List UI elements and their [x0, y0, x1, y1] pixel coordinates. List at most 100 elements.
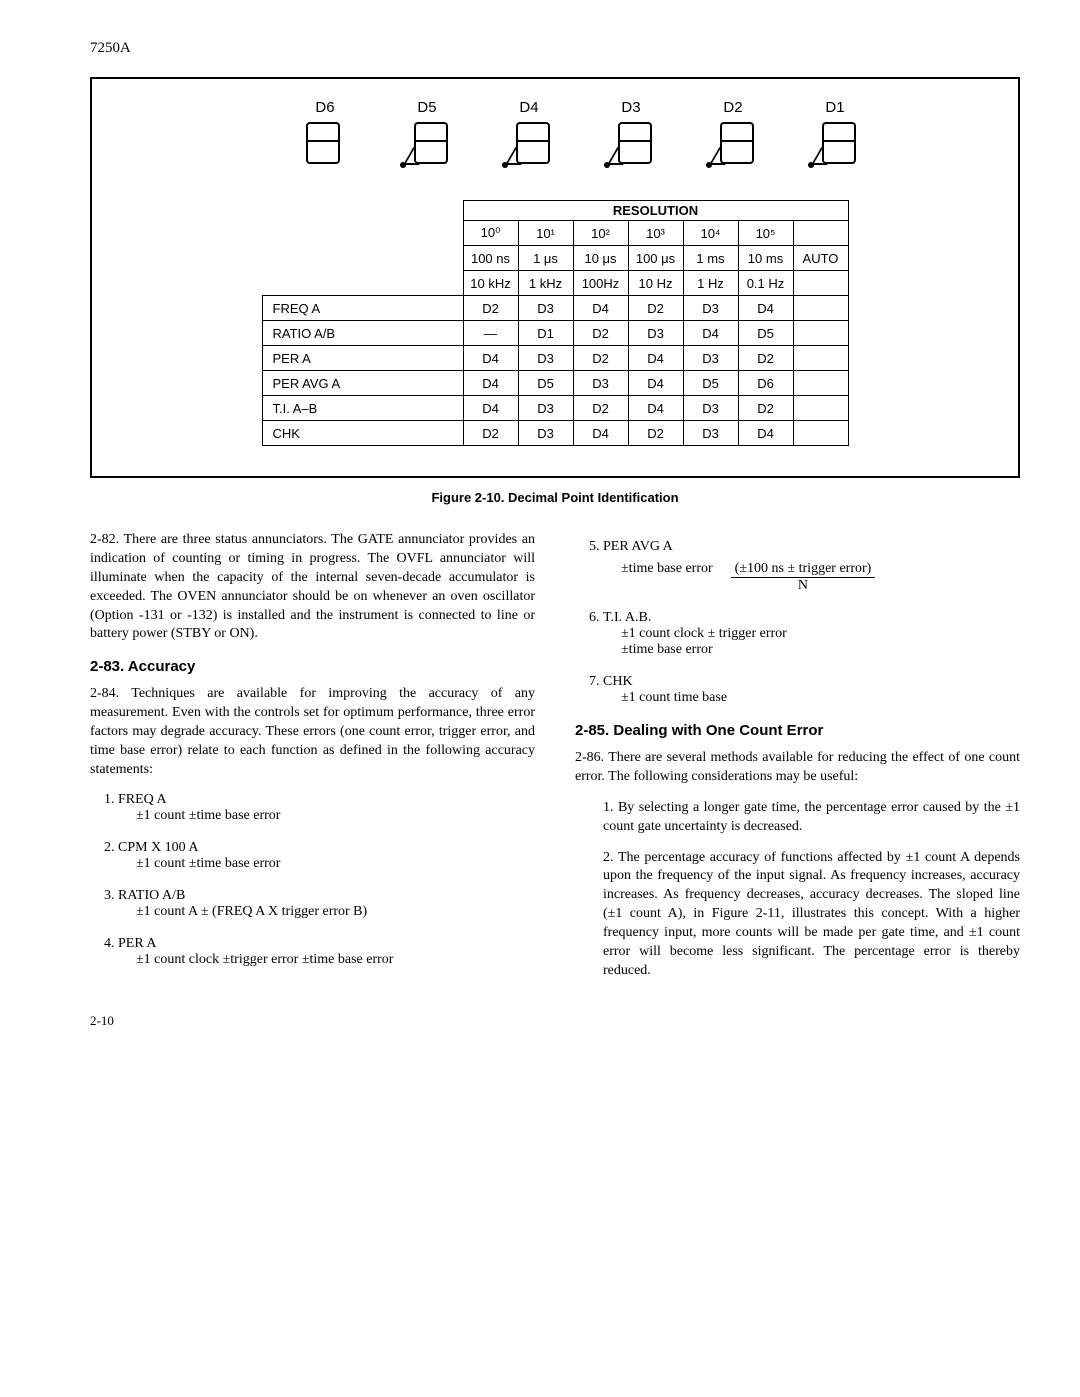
item-title: CHK [603, 674, 633, 689]
list-item: RATIO A/B±1 count A ± (FREQ A X trigger … [118, 888, 535, 920]
table-cell: D2 [738, 396, 793, 421]
left-column: 2-82. There are three status annunciator… [90, 531, 535, 993]
list-item: PER AVG A ±time base error (±100 ns ± tr… [603, 539, 1020, 594]
heading-2-83: 2-83. Accuracy [90, 658, 535, 675]
fraction-numerator: (±100 ns ± trigger error) [731, 561, 876, 578]
item-title: FREQ A [118, 792, 167, 807]
item-sub: ±1 count ±time base error [118, 856, 535, 872]
item-title: PER A [118, 936, 157, 951]
table-cell: D5 [683, 371, 738, 396]
table-cell [793, 346, 848, 371]
item-sub: ±1 count clock ± trigger error [603, 626, 1020, 642]
page-number: 2-10 [90, 1013, 1020, 1029]
item-sub: ±time base error [603, 642, 1020, 658]
para-2-86: 2-86. There are several methods availabl… [575, 749, 1020, 787]
exp-header: 10¹ [518, 221, 573, 246]
freq-header: 10 kHz [463, 271, 518, 296]
resolution-table: RESOLUTION10⁰10¹10²10³10⁴10⁵100 ns1 μs10… [262, 200, 849, 446]
time-header: 10 ms [738, 246, 793, 271]
table-cell: D2 [628, 296, 683, 321]
time-header: AUTO [793, 246, 848, 271]
table-cell: D3 [683, 346, 738, 371]
time-header: 1 ms [683, 246, 738, 271]
freq-header: 0.1 Hz [738, 271, 793, 296]
item-title: PER AVG A [603, 539, 673, 554]
exp-header: 10⁰ [463, 221, 518, 246]
table-cell: D3 [518, 421, 573, 446]
table-cell: D4 [738, 421, 793, 446]
resolution-header: RESOLUTION [463, 201, 848, 221]
table-cell [793, 421, 848, 446]
text-columns: 2-82. There are three status annunciator… [90, 531, 1020, 993]
method-2: 2. The percentage accuracy of functions … [603, 849, 1020, 981]
list-item: T.I. A.B. ±1 count clock ± trigger error… [603, 610, 1020, 658]
item-sub: ±1 count time base [603, 690, 1020, 706]
row-label: T.I. A–B [262, 396, 463, 421]
list-item: PER A±1 count clock ±trigger error ±time… [118, 936, 535, 968]
time-header: 100 μs [628, 246, 683, 271]
item-sub: ±1 count ±time base error [118, 808, 535, 824]
row-label: RATIO A/B [262, 321, 463, 346]
time-header: 100 ns [463, 246, 518, 271]
exp-header: 10³ [628, 221, 683, 246]
digit-d5: D5 [400, 99, 454, 166]
table-cell [793, 371, 848, 396]
digit-label: D5 [417, 99, 436, 116]
digit-label: D4 [519, 99, 538, 116]
list-item: CHK ±1 count time base [603, 674, 1020, 706]
freq-header: 100Hz [573, 271, 628, 296]
list-item: CPM X 100 A±1 count ±time base error [118, 840, 535, 872]
table-cell: D2 [573, 396, 628, 421]
seven-segment-icon [604, 122, 658, 166]
table-cell: D4 [463, 396, 518, 421]
table-cell [793, 296, 848, 321]
table-cell: D4 [683, 321, 738, 346]
table-cell: D3 [573, 371, 628, 396]
time-header: 1 μs [518, 246, 573, 271]
heading-2-85: 2-85. Dealing with One Count Error [575, 722, 1020, 739]
table-cell: D1 [518, 321, 573, 346]
item-sub: ±1 count A ± (FREQ A X trigger error B) [118, 904, 535, 920]
freq-header: 1 kHz [518, 271, 573, 296]
table-cell: D3 [518, 296, 573, 321]
digit-d3: D3 [604, 99, 658, 166]
table-cell: D4 [628, 396, 683, 421]
digit-label: D1 [825, 99, 844, 116]
formula-fraction: (±100 ns ± trigger error) N [731, 561, 876, 594]
table-cell: D5 [738, 321, 793, 346]
digit-d4: D4 [502, 99, 556, 166]
table-cell: D2 [628, 421, 683, 446]
table-cell: D4 [738, 296, 793, 321]
accuracy-list-left: FREQ A±1 count ±time base errorCPM X 100… [90, 792, 535, 968]
digit-d6: D6 [298, 99, 352, 166]
seven-segment-icon [706, 122, 760, 166]
table-cell: D4 [628, 346, 683, 371]
table-cell: D4 [573, 296, 628, 321]
table-cell: — [463, 321, 518, 346]
seven-segment-icon [298, 122, 352, 166]
model-number: 7250A [90, 40, 1020, 57]
table-cell: D2 [573, 321, 628, 346]
digit-label: D3 [621, 99, 640, 116]
exp-header: 10² [573, 221, 628, 246]
figure-2-10-box: D6D5D4D3D2D1 RESOLUTION10⁰10¹10²10³10⁴10… [90, 77, 1020, 478]
table-cell: D2 [573, 346, 628, 371]
right-column: PER AVG A ±time base error (±100 ns ± tr… [575, 531, 1020, 993]
seven-segment-icon [502, 122, 556, 166]
digit-d1: D1 [808, 99, 862, 166]
para-2-84: 2-84. Techniques are available for impro… [90, 685, 535, 779]
exp-header: 10⁵ [738, 221, 793, 246]
method-1: 1. By selecting a longer gate time, the … [603, 799, 1020, 837]
table-cell: D6 [738, 371, 793, 396]
exp-header [793, 221, 848, 246]
table-cell: D3 [683, 296, 738, 321]
table-cell: D4 [628, 371, 683, 396]
freq-header: 1 Hz [683, 271, 738, 296]
accuracy-list-right: PER AVG A ±time base error (±100 ns ± tr… [575, 539, 1020, 706]
table-cell [793, 396, 848, 421]
table-cell: D2 [463, 296, 518, 321]
table-cell: D4 [463, 371, 518, 396]
table-cell [793, 321, 848, 346]
table-cell: D4 [463, 346, 518, 371]
row-label: PER AVG A [262, 371, 463, 396]
